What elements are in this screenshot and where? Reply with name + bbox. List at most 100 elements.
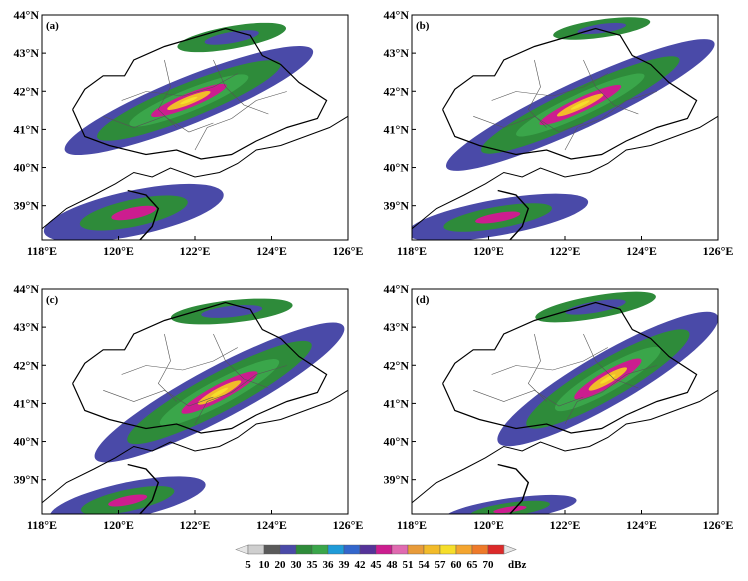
colorbar-swatch	[423, 544, 441, 555]
colorbar-tick-label: 35	[307, 559, 319, 571]
x-tick-label: 126°E	[333, 244, 364, 258]
county-boundary	[103, 389, 214, 407]
county-boundary	[583, 59, 639, 115]
colorbar-swatch	[343, 544, 361, 555]
province-boundary	[442, 27, 698, 160]
colorbar-arrow-right	[503, 544, 517, 555]
coastline	[42, 389, 348, 504]
echo-area	[565, 299, 626, 315]
coastline	[497, 463, 530, 514]
colorbar-swatch	[247, 544, 265, 555]
y-tick-label: 39°N	[14, 473, 40, 487]
county-boundary	[527, 59, 547, 128]
x-tick-label: 124°E	[256, 518, 287, 532]
colorbar-tick-label: 30	[291, 559, 303, 571]
x-tick-label: 118°E	[27, 518, 57, 532]
x-tick-label: 122°E	[180, 518, 211, 532]
county-boundary	[194, 91, 287, 151]
coastline	[127, 463, 160, 514]
county-boundary	[564, 365, 657, 425]
colorbar-arrow-left	[235, 544, 249, 555]
echo-core	[180, 96, 198, 105]
county-boundary	[194, 365, 287, 425]
colorbar-tick-label: 51	[403, 559, 414, 571]
colorbar: 5 10 20 30 35 36 39 42 45 48 51 54 57 60 65 70 dBz	[235, 544, 526, 571]
map-panel: (c) 44°N 43°N 42°N 41°N 40°N 39°N 118°E 120°E 122…	[14, 282, 364, 532]
x-tick-label: 124°E	[626, 518, 657, 532]
x-tick-label: 118°E	[397, 244, 427, 258]
x-tick-label: 126°E	[703, 244, 734, 258]
x-tick-label: 120°E	[473, 518, 504, 532]
y-tick-label: 44°N	[14, 282, 40, 296]
x-tick-label: 118°E	[397, 518, 427, 532]
colorbar-tick-label: 42	[355, 559, 367, 571]
x-tick-label: 126°E	[703, 518, 734, 532]
panel-label: (a)	[46, 20, 59, 32]
colorbar-unit: dBz	[508, 559, 526, 571]
map-panel: (b) 44°N 43°N 42°N 41°N 40°N 39°N 118°E 120°E 122…	[384, 8, 734, 258]
y-tick-label: 43°N	[384, 320, 410, 334]
coastline	[42, 115, 348, 230]
x-tick-label: 124°E	[256, 244, 287, 258]
x-tick-label: 126°E	[333, 518, 364, 532]
county-boundary	[213, 333, 269, 389]
y-tick-label: 40°N	[384, 435, 410, 449]
colorbar-swatch	[375, 544, 393, 555]
colorbar-tick-label: 10	[259, 559, 271, 571]
y-tick-label: 41°N	[14, 122, 40, 136]
y-tick-label: 39°N	[384, 199, 410, 213]
y-tick-label: 42°N	[384, 84, 410, 98]
colorbar-tick-label: 45	[371, 559, 383, 571]
colorbar-swatch	[359, 544, 377, 555]
y-tick-label: 44°N	[384, 8, 410, 22]
colorbar-swatch	[455, 544, 473, 555]
y-tick-label: 44°N	[14, 8, 40, 22]
colorbar-tick-label: 70	[483, 559, 495, 571]
y-tick-label: 42°N	[14, 84, 40, 98]
coastline	[127, 189, 160, 240]
county-boundary	[491, 73, 608, 101]
y-tick-label: 41°N	[384, 122, 410, 136]
colorbar-tick-label: 48	[387, 559, 399, 571]
county-boundary	[213, 59, 269, 115]
y-tick-label: 43°N	[384, 46, 410, 60]
echo-core	[475, 211, 521, 224]
y-tick-label: 43°N	[14, 320, 40, 334]
county-boundary	[157, 333, 177, 402]
colorbar-swatch	[439, 544, 457, 555]
y-tick-label: 40°N	[14, 161, 40, 175]
colorbar-tick-label: 54	[419, 559, 431, 571]
colorbar-swatch	[327, 544, 345, 555]
colorbar-swatch	[311, 544, 329, 555]
x-tick-label: 120°E	[103, 518, 134, 532]
x-tick-label: 122°E	[550, 244, 581, 258]
colorbar-swatch	[295, 544, 313, 555]
panel-label: (b)	[416, 20, 430, 32]
echo-core	[108, 494, 148, 507]
colorbar-tick-label: 5	[245, 559, 251, 571]
echo-core	[570, 100, 590, 110]
province-boundary	[442, 301, 698, 434]
echo-area	[577, 22, 626, 35]
colorbar-swatch	[279, 544, 297, 555]
colorbar-tick-label: 20	[275, 559, 287, 571]
colorbar-swatch	[407, 544, 425, 555]
colorbar-tick-label: 65	[467, 559, 479, 571]
echo-core	[210, 387, 229, 398]
colorbar-swatch	[391, 544, 409, 555]
colorbar-swatch	[487, 544, 505, 555]
y-tick-label: 41°N	[384, 396, 410, 410]
colorbar-tick-label: 60	[451, 559, 463, 571]
x-tick-label: 118°E	[27, 244, 57, 258]
county-boundary	[583, 333, 639, 389]
county-boundary	[564, 91, 657, 151]
county-boundary	[527, 333, 547, 402]
y-tick-label: 39°N	[14, 199, 40, 213]
echo-core	[493, 505, 527, 514]
county-boundary	[473, 115, 584, 133]
x-tick-label: 122°E	[550, 518, 581, 532]
province-boundary	[72, 301, 328, 434]
y-tick-label: 44°N	[384, 282, 410, 296]
